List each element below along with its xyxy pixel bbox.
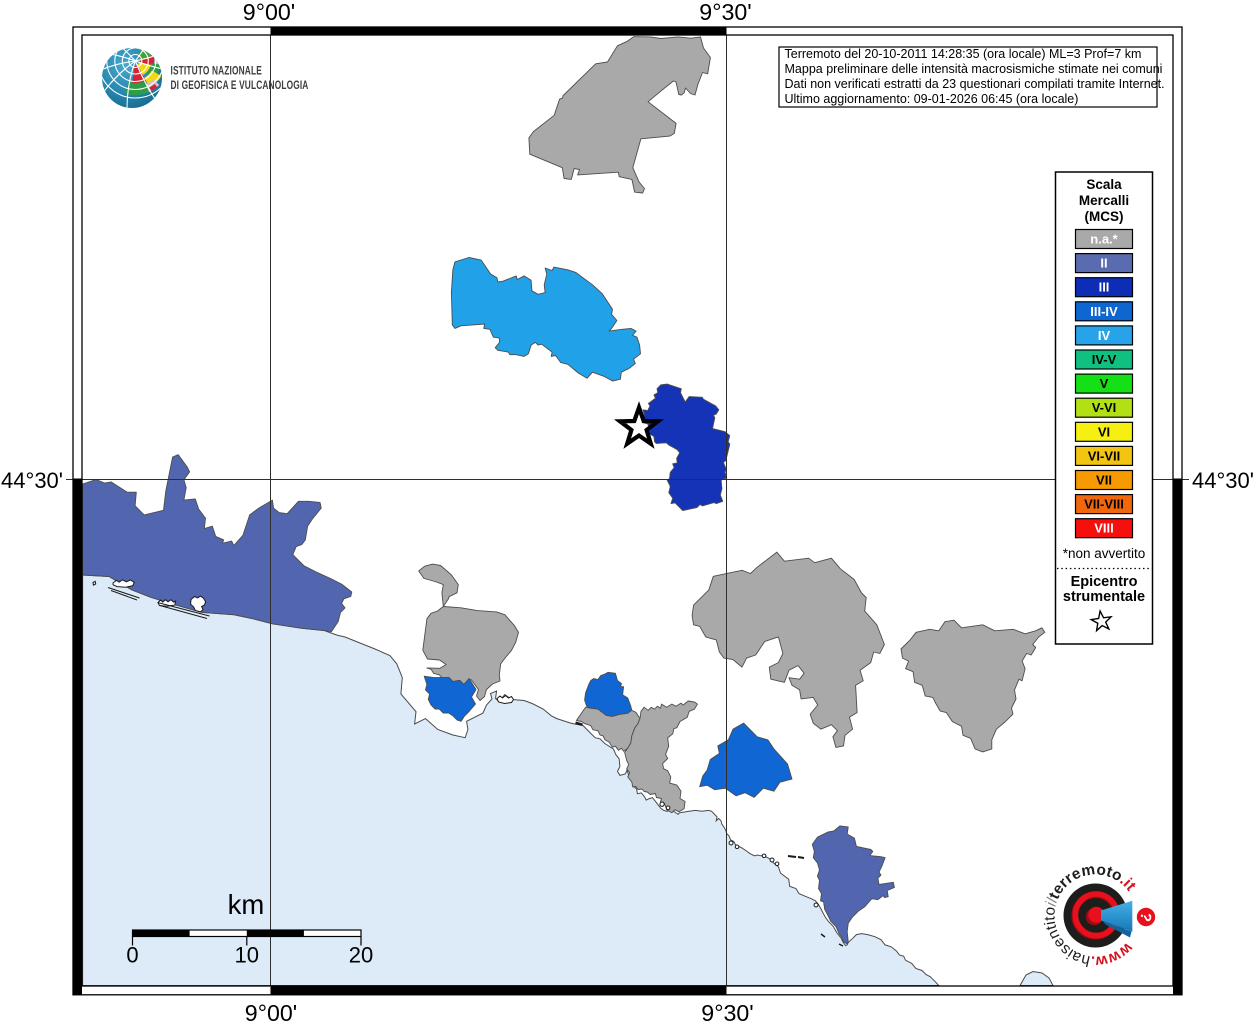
- svg-text:IV: IV: [1098, 328, 1111, 343]
- svg-text:Scala: Scala: [1086, 177, 1122, 192]
- svg-text:Mappa preliminare delle intens: Mappa preliminare delle intensità macros…: [785, 62, 1163, 76]
- svg-text:III: III: [1099, 280, 1110, 295]
- svg-text:IV-V: IV-V: [1092, 352, 1117, 367]
- svg-text:20: 20: [349, 943, 373, 968]
- svg-text:km: km: [228, 889, 265, 920]
- svg-text:9°30': 9°30': [701, 1000, 753, 1024]
- svg-text:0: 0: [126, 943, 138, 968]
- svg-text:44°30': 44°30': [1192, 468, 1254, 493]
- svg-text:Epicentro: Epicentro: [1071, 574, 1138, 590]
- svg-text:strumentale: strumentale: [1063, 589, 1145, 605]
- svg-text:Terremoto del 20-10-2011 14:28: Terremoto del 20-10-2011 14:28:35 (ora l…: [785, 47, 1142, 61]
- svg-text:10: 10: [235, 943, 259, 968]
- svg-text:VII: VII: [1096, 473, 1112, 488]
- svg-text:(MCS): (MCS): [1085, 209, 1124, 224]
- svg-text:VIII: VIII: [1094, 521, 1114, 536]
- svg-text:Mercalli: Mercalli: [1079, 193, 1129, 208]
- svg-text:DI GEOFISICA E VULCANOLOGIA: DI GEOFISICA E VULCANOLOGIA: [171, 80, 309, 93]
- svg-text:n.a.*: n.a.*: [1090, 232, 1118, 247]
- svg-text:9°00': 9°00': [245, 1000, 297, 1024]
- svg-text:9°30': 9°30': [699, 0, 751, 25]
- svg-text:VII-VIII: VII-VIII: [1084, 497, 1124, 512]
- svg-text:*non avvertito: *non avvertito: [1063, 546, 1146, 561]
- svg-text:II: II: [1100, 256, 1107, 271]
- svg-text:Ultimo aggiornamento: 09-01-20: Ultimo aggiornamento: 09-01-2026 06:45 (…: [785, 92, 1079, 106]
- svg-text:V-VI: V-VI: [1092, 400, 1117, 415]
- svg-text:44°30': 44°30': [1, 468, 63, 493]
- svg-text:ISTITUTO NAZIONALE: ISTITUTO NAZIONALE: [171, 65, 262, 78]
- svg-text:VI-VII: VI-VII: [1088, 448, 1121, 463]
- svg-text:?: ?: [1136, 910, 1155, 923]
- svg-text:Dati non verificati estratti d: Dati non verificati estratti da 23 quest…: [785, 77, 1165, 91]
- svg-text:VI: VI: [1098, 424, 1110, 439]
- svg-text:9°00': 9°00': [243, 0, 295, 25]
- svg-text:V: V: [1100, 376, 1109, 391]
- svg-text:III-IV: III-IV: [1090, 304, 1118, 319]
